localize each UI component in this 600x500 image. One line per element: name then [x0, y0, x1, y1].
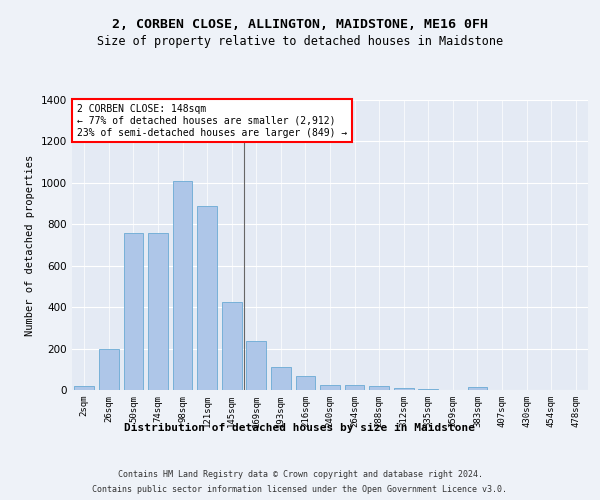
Text: Size of property relative to detached houses in Maidstone: Size of property relative to detached ho… [97, 35, 503, 48]
Y-axis label: Number of detached properties: Number of detached properties [25, 154, 35, 336]
Bar [320, 385, 340, 390]
Bar [124, 232, 143, 390]
Text: 2, CORBEN CLOSE, ALLINGTON, MAIDSTONE, ME16 0FH: 2, CORBEN CLOSE, ALLINGTON, MAIDSTONE, M… [112, 18, 488, 30]
Bar [247, 342, 266, 390]
Bar [99, 348, 119, 390]
Bar [271, 367, 290, 390]
Bar [222, 302, 242, 390]
Bar [394, 388, 413, 390]
Text: Contains HM Land Registry data © Crown copyright and database right 2024.: Contains HM Land Registry data © Crown c… [118, 470, 482, 479]
Bar [370, 386, 389, 390]
Text: Contains public sector information licensed under the Open Government Licence v3: Contains public sector information licen… [92, 485, 508, 494]
Bar [296, 376, 315, 390]
Bar [74, 386, 94, 390]
Bar [418, 389, 438, 390]
Bar [173, 181, 193, 390]
Bar [467, 387, 487, 390]
Bar [345, 385, 364, 390]
Text: Distribution of detached houses by size in Maidstone: Distribution of detached houses by size … [125, 422, 476, 432]
Bar [197, 206, 217, 390]
Bar [148, 232, 168, 390]
Text: 2 CORBEN CLOSE: 148sqm
← 77% of detached houses are smaller (2,912)
23% of semi-: 2 CORBEN CLOSE: 148sqm ← 77% of detached… [77, 104, 347, 138]
